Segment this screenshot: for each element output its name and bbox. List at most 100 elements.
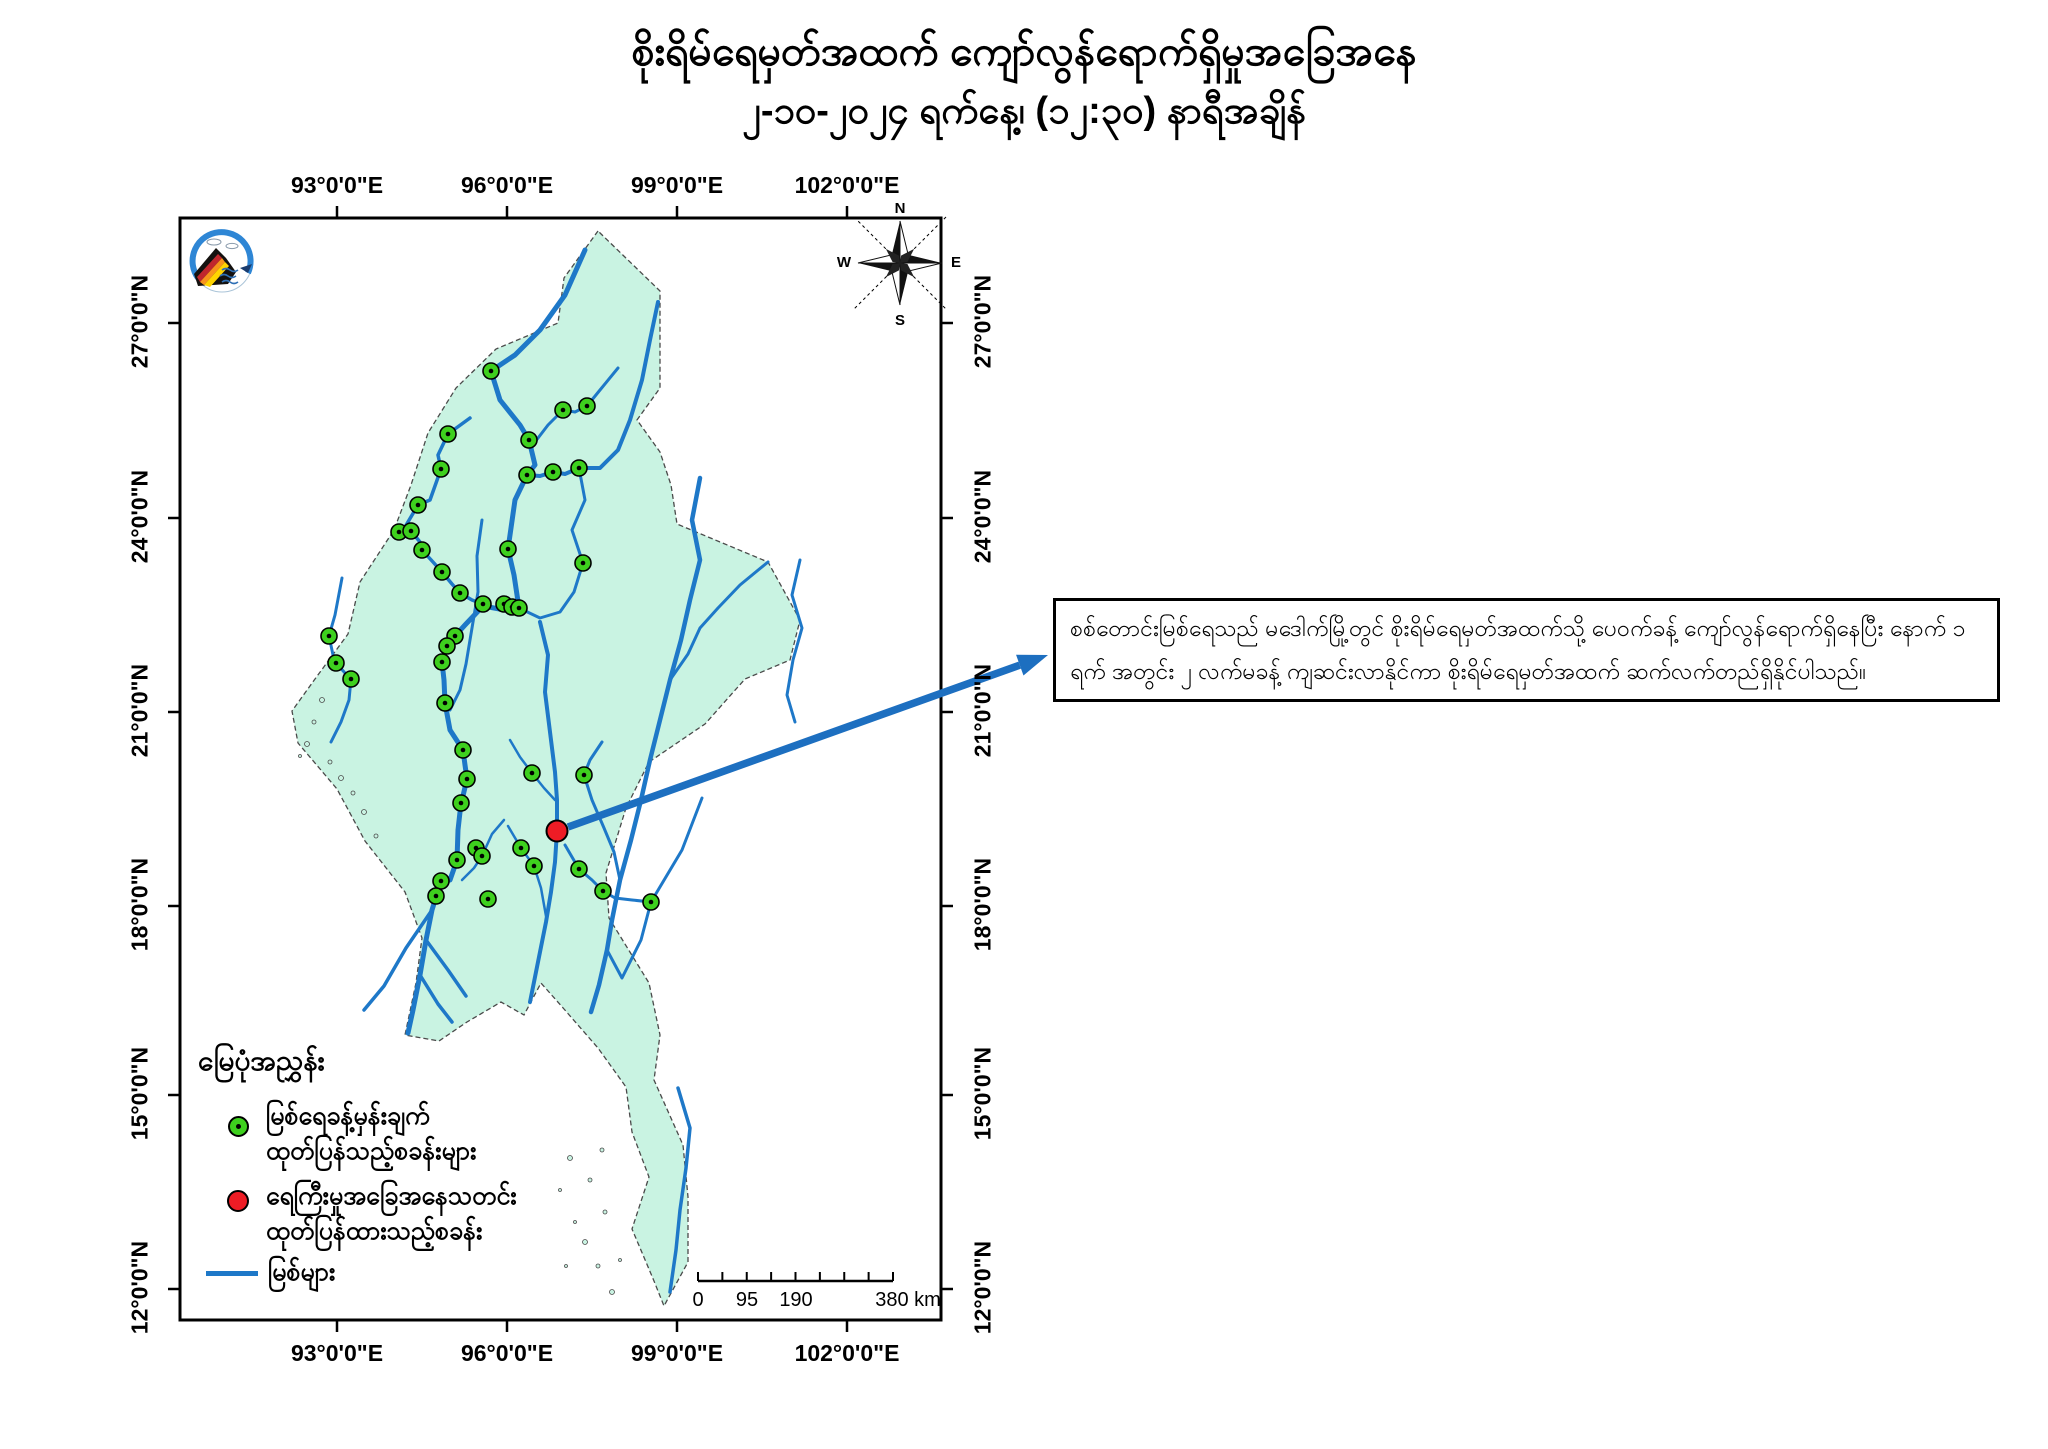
logo-stripe-red xyxy=(197,254,222,282)
compass-point-dark xyxy=(858,263,900,271)
legend-rivers-label: မြစ်များ xyxy=(268,1258,336,1286)
station-marker-green-center xyxy=(326,633,332,639)
compass-point-dark xyxy=(900,255,942,263)
station-marker-green-center xyxy=(348,676,354,682)
annotation-box: စစ်တောင်းမြစ်ရေသည် မဒေါက်မြို့တွင် စိုးရ… xyxy=(1053,598,2000,702)
station-marker-green-center xyxy=(439,569,445,575)
legend-red-label-line1: ရေကြီးမှုအခြေအနေသတင်း xyxy=(266,1182,517,1210)
legend-green-label-line2: ထုတ်ပြန်သည့်စခန်းများ xyxy=(266,1137,477,1165)
latitude-label-left: 12°0'0"N xyxy=(126,1240,153,1335)
island xyxy=(558,1188,562,1192)
latitude-label-right: 18°0'0"N xyxy=(969,857,996,952)
station-marker-green-center xyxy=(505,546,511,552)
island xyxy=(582,1239,588,1245)
scalebar-value: 0 xyxy=(692,1289,704,1311)
compass-letter: W xyxy=(837,254,852,271)
station-marker-green-center xyxy=(479,853,485,859)
island xyxy=(338,775,344,781)
station-marker-green-center xyxy=(396,529,402,535)
logo-cloud xyxy=(225,242,239,250)
latitude-label-left: 21°0'0"N xyxy=(126,663,153,758)
station-marker-green-center xyxy=(454,857,460,863)
legend-green-station-icon-center xyxy=(236,1124,241,1129)
station-marker-green-center xyxy=(480,601,486,607)
latitude-label-left: 24°0'0"N xyxy=(126,469,153,564)
station-marker-green-center xyxy=(438,878,444,884)
station-marker-green-center xyxy=(485,896,491,902)
legend-river-line-icon xyxy=(206,1271,258,1276)
island xyxy=(567,1155,573,1161)
station-marker-green-center xyxy=(457,590,463,596)
station-marker-green-center xyxy=(408,528,414,534)
longitude-label-top: 99°0'0"E xyxy=(630,172,724,198)
compass-letter: N xyxy=(895,200,906,217)
river-line xyxy=(424,938,468,998)
longitude-label-top: 96°0'0"E xyxy=(460,172,554,198)
logo-stripe-yellow xyxy=(204,262,229,287)
island xyxy=(587,1177,593,1183)
station-marker-green-center xyxy=(438,466,444,472)
compass-point-minor xyxy=(900,248,915,263)
latitude-label-right: 21°0'0"N xyxy=(969,663,996,758)
compass-point-minor xyxy=(900,263,915,278)
latitude-label-left: 18°0'0"N xyxy=(126,857,153,952)
station-marker-green-center xyxy=(433,893,439,899)
logo-cloud xyxy=(206,238,222,246)
scalebar-value: 95 xyxy=(735,1289,759,1311)
station-marker-green-center xyxy=(518,845,524,851)
legend-green-label-line1: မြစ်ရေခန့်မှန်းချက် xyxy=(266,1102,430,1130)
legend-title: မြေပုံအညွှန်း xyxy=(198,1045,325,1076)
latitude-label-right: 12°0'0"N xyxy=(969,1240,996,1335)
island xyxy=(361,809,367,815)
island xyxy=(609,1289,615,1295)
island xyxy=(350,790,356,796)
island xyxy=(311,719,317,725)
legend-green-station-icon xyxy=(228,1116,249,1137)
station-marker-green-center xyxy=(458,800,464,806)
compass-diagonal xyxy=(853,216,947,310)
station-marker-green-center xyxy=(488,368,494,374)
station-marker-green-center xyxy=(415,502,421,508)
logo-arc xyxy=(189,229,254,280)
station-marker-green-center xyxy=(526,437,532,443)
station-marker-green-center xyxy=(452,633,458,639)
river-line xyxy=(418,973,454,1024)
station-marker-green-center xyxy=(333,660,339,666)
station-marker-green-center xyxy=(419,547,425,553)
river-line xyxy=(605,796,704,980)
dmh-logo xyxy=(189,229,254,293)
island xyxy=(373,833,379,839)
longitude-label-top: 93°0'0"E xyxy=(290,172,384,198)
river-line xyxy=(362,908,434,1012)
station-marker-green-center xyxy=(444,643,450,649)
compass-letter: E xyxy=(951,254,961,271)
island xyxy=(327,759,333,765)
river-line xyxy=(588,475,703,1015)
station-marker-green-center xyxy=(581,772,587,778)
compass-point-dark xyxy=(892,221,900,263)
river-line xyxy=(517,466,587,620)
longitude-label-bottom: 93°0'0"E xyxy=(290,1340,384,1366)
latitude-label-right: 24°0'0"N xyxy=(969,469,996,564)
legend-red-label-line2: ထုတ်ပြန်ထားသည့်စခန်း xyxy=(266,1217,483,1245)
island xyxy=(595,1263,601,1269)
station-marker-green-center xyxy=(445,431,451,437)
station-marker-green-center xyxy=(550,469,556,475)
longitude-label-top: 102°0'0"E xyxy=(794,172,900,198)
island xyxy=(298,754,302,758)
station-marker-green-center xyxy=(576,866,582,872)
river-line xyxy=(668,1086,692,1294)
station-marker-red xyxy=(545,819,569,843)
map-frame xyxy=(178,216,943,1322)
river-line xyxy=(582,740,622,882)
island xyxy=(618,1258,622,1262)
station-marker-green-center xyxy=(460,747,466,753)
page-subtitle-date: ၂-၁၀-၂၀၂၄ ရက်နေ့၊ (၁၂:၃၀) နာရီအချိန် xyxy=(742,90,1306,132)
station-marker-green-center xyxy=(442,700,448,706)
longitude-label-bottom: 102°0'0"E xyxy=(794,1340,900,1366)
compass-letter: S xyxy=(895,312,905,329)
callout-arrow-line xyxy=(566,661,1022,831)
callout-arrow-head xyxy=(1016,654,1048,676)
station-marker-green-center xyxy=(584,403,590,409)
